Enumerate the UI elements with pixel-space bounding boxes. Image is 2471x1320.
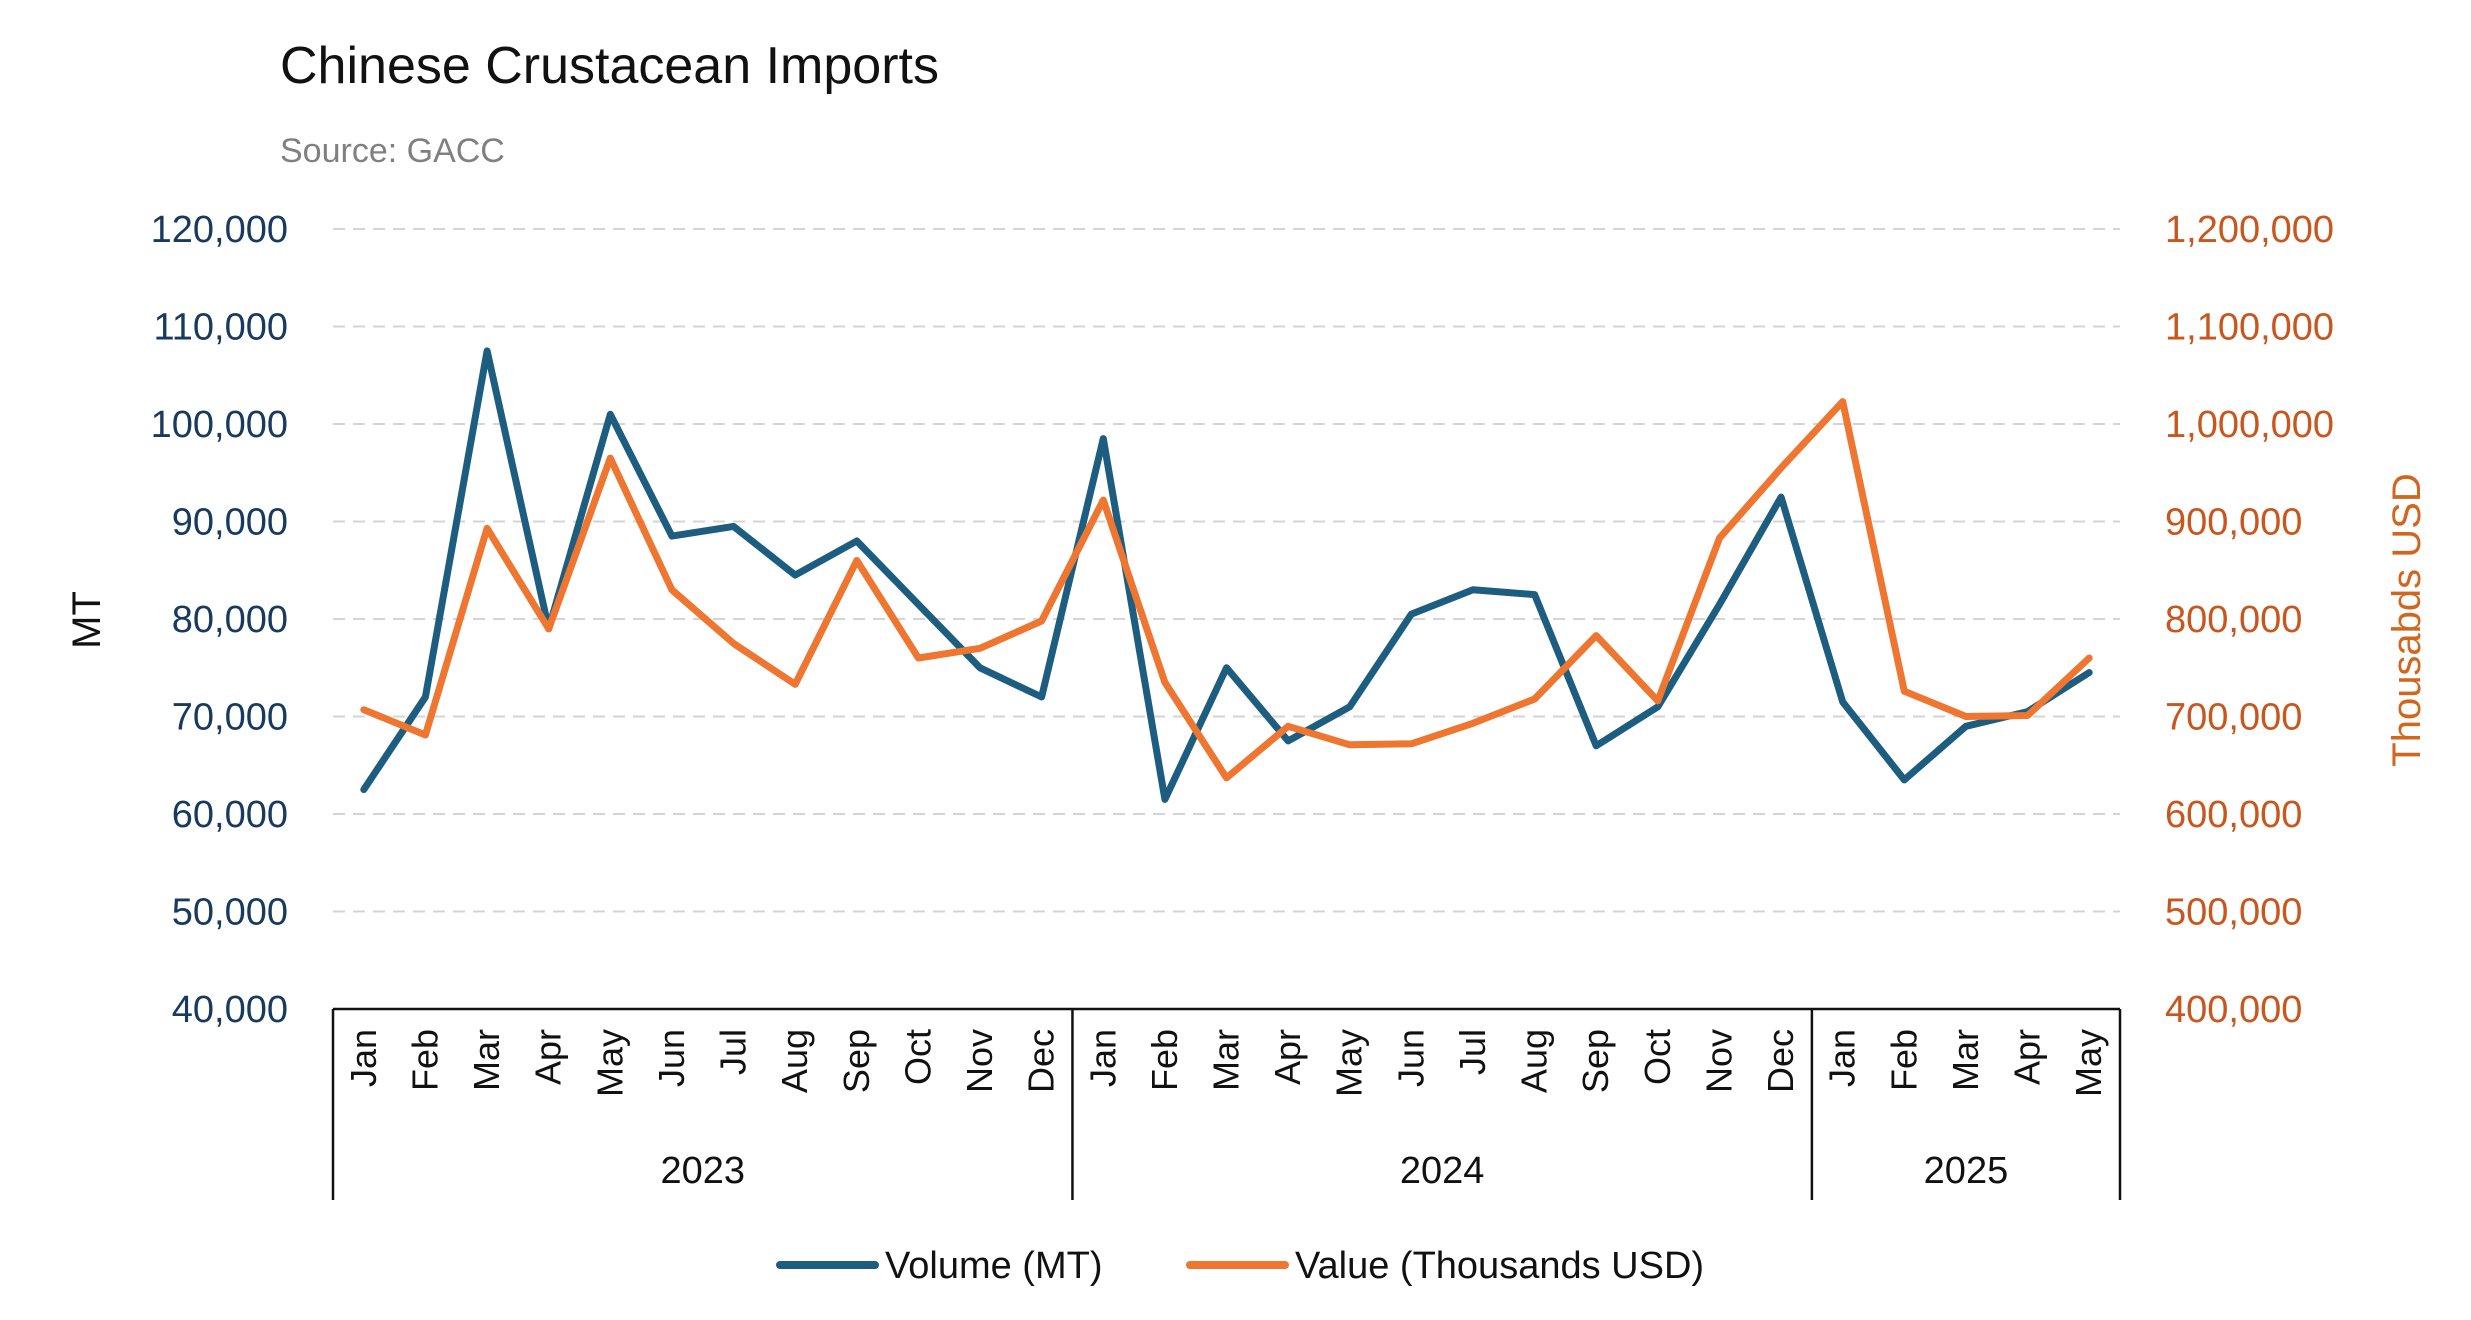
month-label: Apr [2007, 1029, 2048, 1085]
left-tick-label: 50,000 [172, 892, 288, 934]
month-label: Feb [1883, 1029, 1924, 1091]
month-label: Aug [1514, 1029, 1555, 1093]
month-label: Apr [528, 1029, 569, 1085]
series-lines [360, 347, 2093, 803]
month-label: May [589, 1029, 630, 1097]
month-label: May [1329, 1029, 1370, 1097]
legend: Volume (MT) Value (Thousands USD) [776, 1245, 1704, 1287]
right-tick-label: 1,000,000 [2165, 404, 2334, 446]
chart-subtitle: Source: GACC [280, 132, 505, 170]
month-label: Jul [1452, 1029, 1493, 1075]
left-tick-label: 120,000 [151, 209, 288, 251]
year-label: 2025 [1924, 1150, 2009, 1192]
month-label: Nov [1698, 1029, 1739, 1093]
left-tick-label: 90,000 [172, 502, 288, 544]
month-label: Apr [1267, 1029, 1308, 1085]
right-tick-label: 600,000 [2165, 794, 2302, 836]
right-tick-label: 700,000 [2165, 697, 2302, 739]
x-axis-frame [331, 1007, 2122, 1200]
left-tick-label: 40,000 [172, 989, 288, 1031]
month-label: Dec [1760, 1029, 1801, 1093]
legend-label: Volume (MT) [885, 1245, 1102, 1287]
month-label: Sep [836, 1029, 877, 1093]
month-label: Oct [897, 1029, 938, 1085]
month-label: Feb [404, 1029, 445, 1091]
month-label: Jun [651, 1029, 692, 1087]
year-label: 2024 [1400, 1150, 1485, 1192]
month-label: Dec [1021, 1029, 1062, 1093]
legend-label: Value (Thousands USD) [1295, 1245, 1704, 1287]
month-label: Nov [959, 1029, 1000, 1093]
left-axis-ticks: 120,000 110,000 100,000 90,000 80,000 70,000 6… [151, 209, 288, 1031]
month-label: Jan [343, 1029, 384, 1087]
month-labels: Jan Feb Mar Apr May Jun Jul Aug Sep Oct Nov Dec Jan F… [343, 1029, 2109, 1097]
right-tick-label: 900,000 [2165, 502, 2302, 544]
right-tick-label: 1,100,000 [2165, 307, 2334, 349]
month-label: Jan [1822, 1029, 1863, 1087]
left-tick-label: 80,000 [172, 599, 288, 641]
month-label: Sep [1575, 1029, 1616, 1093]
year-label: 2023 [660, 1150, 745, 1192]
month-label: Jul [713, 1029, 754, 1075]
right-axis-label: Thousabds USD [2385, 473, 2429, 766]
month-label: May [2068, 1029, 2109, 1097]
series-line-volume [360, 347, 2093, 803]
month-label: Aug [774, 1029, 815, 1093]
month-label: Feb [1144, 1029, 1185, 1091]
right-tick-label: 400,000 [2165, 989, 2302, 1031]
gridlines [333, 228, 2120, 913]
month-label: Mar [1206, 1029, 1247, 1091]
month-label: Jun [1390, 1029, 1431, 1087]
right-axis-ticks: 1,200,000 1,100,000 1,000,000 900,000 800,00… [2165, 209, 2334, 1031]
chart-title: Chinese Crustacean Imports [280, 37, 939, 95]
left-tick-label: 60,000 [172, 794, 288, 836]
month-label: Oct [1637, 1029, 1678, 1085]
left-tick-label: 70,000 [172, 697, 288, 739]
month-label: Mar [466, 1029, 507, 1091]
left-tick-label: 110,000 [153, 307, 288, 349]
left-tick-label: 100,000 [151, 404, 288, 446]
month-label: Mar [1945, 1029, 1986, 1091]
right-tick-label: 500,000 [2165, 892, 2302, 934]
series-line-value [360, 398, 2093, 782]
right-tick-label: 1,200,000 [2165, 209, 2334, 251]
month-label: Jan [1082, 1029, 1123, 1087]
left-axis-label: MT [65, 591, 109, 649]
year-labels: 2023 2024 2025 [660, 1150, 2008, 1192]
right-tick-label: 800,000 [2165, 599, 2302, 641]
